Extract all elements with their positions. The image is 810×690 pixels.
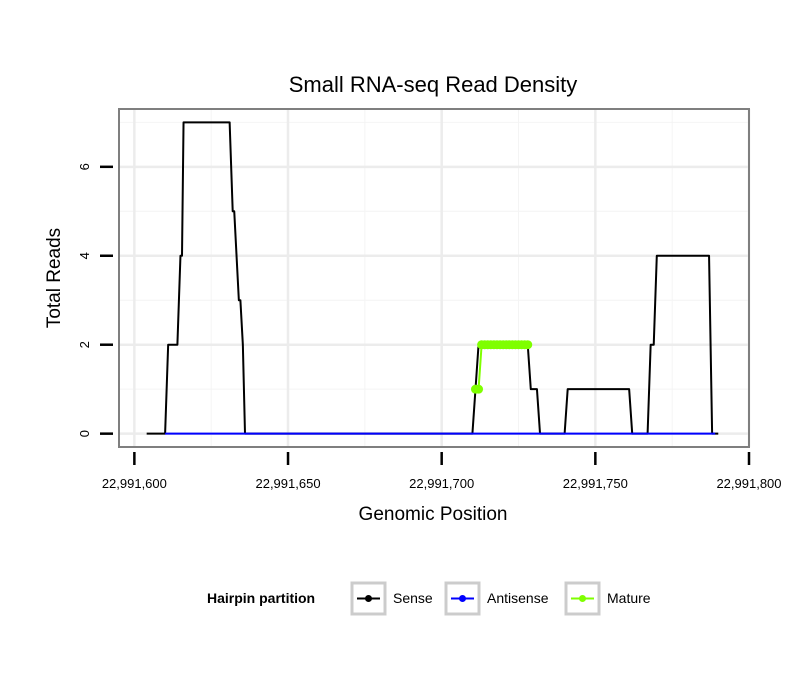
- panel-border: [118, 108, 750, 448]
- data-point-mature: [474, 384, 484, 394]
- y-tick-label: 0: [77, 430, 92, 437]
- legend-key-point-antisense: [459, 595, 466, 602]
- legend-item-antisense: Antisense: [444, 581, 549, 616]
- legend-items: Sense Antisense Mature: [350, 581, 651, 616]
- data-point-mature: [523, 340, 533, 350]
- legend-label-sense: Sense: [393, 590, 433, 606]
- plot-panel: [118, 108, 751, 448]
- chart-title: Small RNA-seq Read Density: [289, 72, 578, 97]
- x-tick-label: 22,991,700: [409, 476, 474, 491]
- legend-label-mature: Mature: [607, 590, 651, 606]
- legend: Hairpin partition Sense Antisense Mature: [207, 581, 651, 616]
- x-tick-label: 22,991,600: [102, 476, 167, 491]
- x-axis-title: Genomic Position: [359, 504, 508, 525]
- legend-key-point-sense: [365, 595, 372, 602]
- y-axis-title: Total Reads: [44, 228, 65, 328]
- legend-key-point-mature: [579, 595, 586, 602]
- legend-title: Hairpin partition: [207, 590, 315, 606]
- legend-label-antisense: Antisense: [487, 590, 549, 606]
- series-layer: [146, 121, 719, 435]
- y-tick-label: 4: [77, 252, 92, 259]
- x-axis: 22,991,600 22,991,650 22,991,700 22,991,750…: [102, 452, 782, 491]
- x-tick-label: 22,991,650: [255, 476, 320, 491]
- legend-item-mature: Mature: [564, 581, 651, 616]
- panel-background: [119, 109, 749, 447]
- y-axis: 0 2 4 6: [77, 163, 113, 437]
- y-tick-label: 2: [77, 341, 92, 348]
- x-tick-label: 22,991,750: [563, 476, 628, 491]
- legend-item-sense: Sense: [350, 581, 433, 616]
- y-tick-label: 6: [77, 163, 92, 170]
- x-tick-label: 22,991,800: [716, 476, 781, 491]
